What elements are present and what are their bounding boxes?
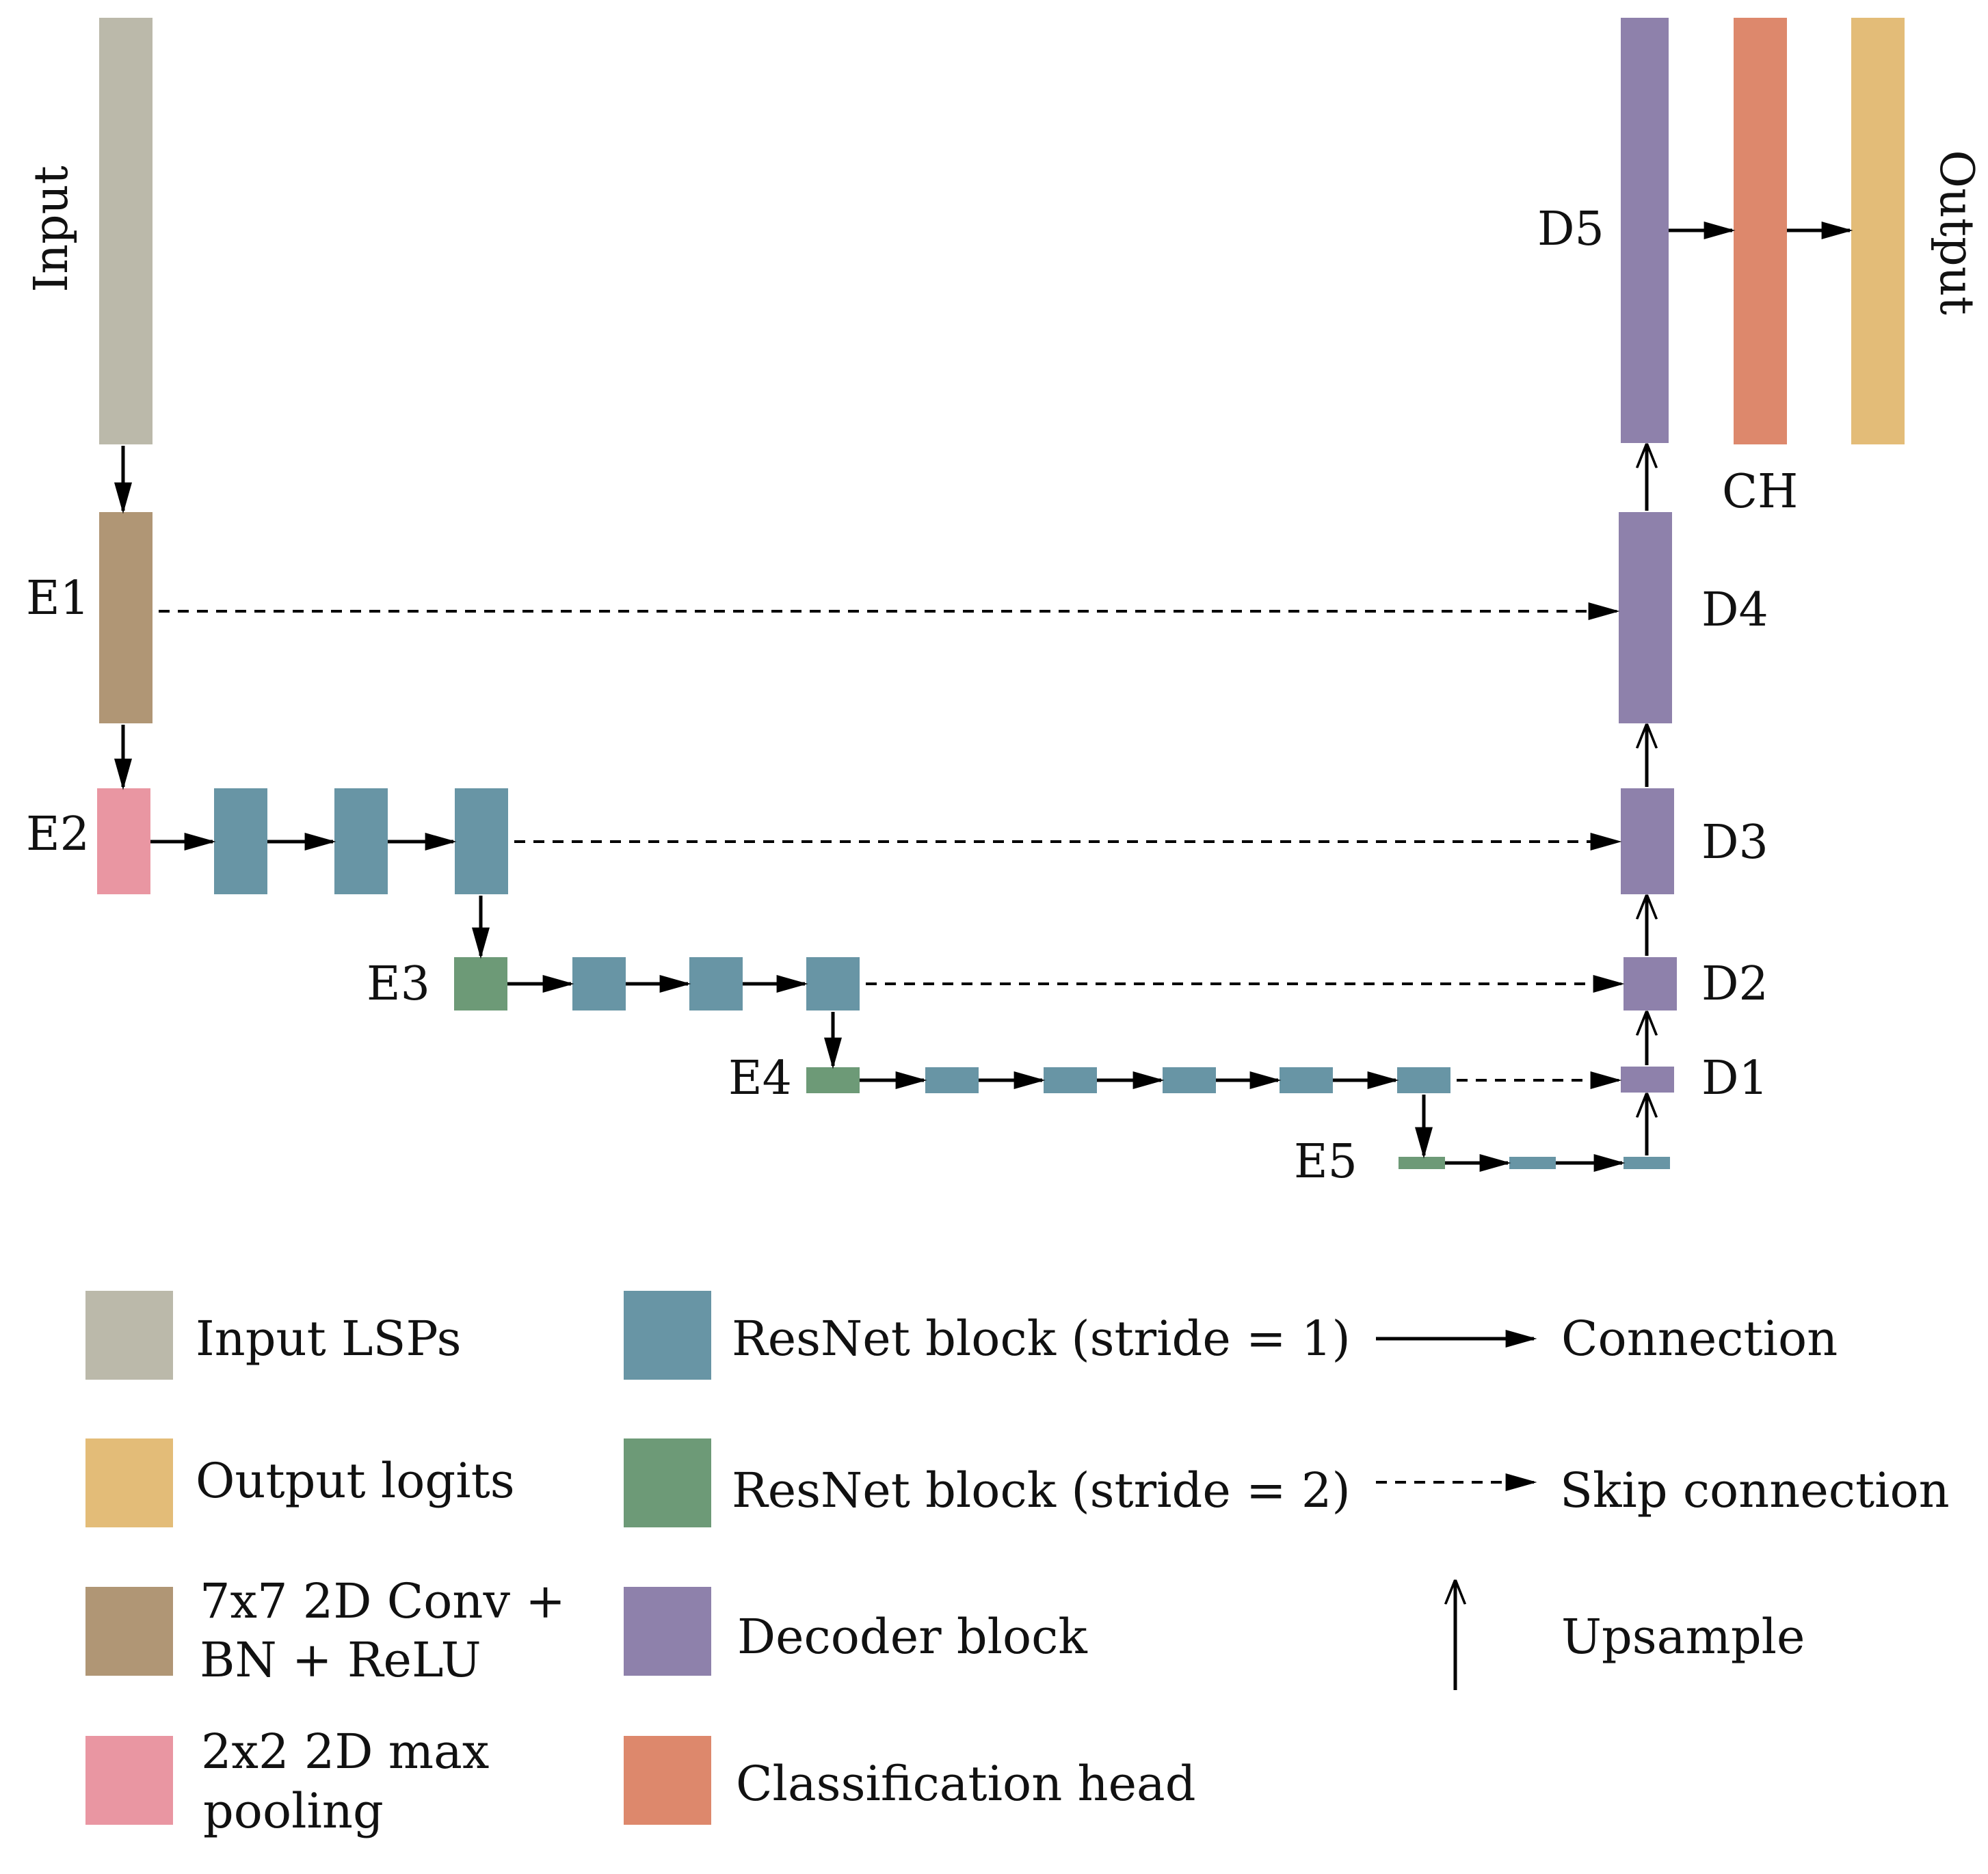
legend-label-conv-line2: BN + ReLU xyxy=(200,1632,481,1688)
d1-label: D1 xyxy=(1701,1052,1768,1106)
output-block xyxy=(1851,18,1905,444)
ch-label: CH xyxy=(1722,465,1798,519)
d4-decoder-block xyxy=(1619,512,1672,723)
e2-resnet-block-1 xyxy=(214,788,267,894)
input-label: Input xyxy=(25,165,79,292)
legend-label-pool-line1: 2x2 2D max xyxy=(201,1724,489,1780)
e4-resnet-block-4 xyxy=(1280,1067,1333,1093)
e4-resnet-s2-block xyxy=(806,1067,860,1093)
legend-label-output-logits: Output logits xyxy=(196,1453,515,1509)
legend-swatch-output xyxy=(85,1438,173,1527)
legend-label-resnet-s1: ResNet block (stride = 1) xyxy=(732,1311,1351,1367)
legend-swatch-conv xyxy=(85,1587,173,1676)
d3-decoder-block xyxy=(1621,788,1674,894)
e2-label: E2 xyxy=(26,807,90,861)
e2-resnet-block-3 xyxy=(455,788,508,894)
d1-decoder-block xyxy=(1621,1067,1674,1093)
legend-swatch-resnet-s2 xyxy=(624,1438,711,1527)
legend-swatch-input xyxy=(85,1291,173,1380)
e2-resnet-block-2 xyxy=(334,788,388,894)
d2-decoder-block xyxy=(1623,957,1677,1010)
e2-pool-block xyxy=(97,788,150,894)
e3-resnet-block-2 xyxy=(689,957,743,1010)
e5-resnet-s2-block xyxy=(1399,1157,1445,1169)
legend-label-resnet-s2: ResNet block (stride = 2) xyxy=(732,1462,1351,1518)
legend-swatch-resnet-s1 xyxy=(624,1291,711,1380)
d4-label: D4 xyxy=(1701,583,1768,637)
e4-resnet-block-5 xyxy=(1397,1067,1450,1093)
legend-label-connection: Connection xyxy=(1561,1311,1838,1367)
legend-label-conv-line1: 7x7 2D Conv + xyxy=(200,1573,566,1629)
legend-label-upsample: Upsample xyxy=(1561,1609,1805,1665)
e4-label: E4 xyxy=(728,1052,792,1106)
legend-label-classification-head: Classification head xyxy=(736,1756,1196,1812)
e1-label: E1 xyxy=(26,572,90,626)
e4-resnet-block-2 xyxy=(1044,1067,1097,1093)
d5-decoder-block xyxy=(1621,18,1669,443)
e5-resnet-block-1 xyxy=(1509,1157,1556,1169)
e5-label: E5 xyxy=(1294,1135,1357,1189)
legend-label-skip-connection: Skip connection xyxy=(1560,1462,1950,1518)
legend: Input LSPs Output logits 7x7 2D Conv + B… xyxy=(85,1291,1950,1839)
e3-resnet-s2-block xyxy=(454,957,507,1010)
e4-resnet-block-1 xyxy=(925,1067,979,1093)
e3-label: E3 xyxy=(367,957,430,1011)
legend-swatch-head xyxy=(624,1736,711,1825)
legend-label-pool-line2: pooling xyxy=(203,1783,384,1839)
e1-conv-block xyxy=(99,512,153,723)
d2-label: D2 xyxy=(1701,957,1768,1011)
e3-resnet-block-3 xyxy=(806,957,860,1010)
legend-label-input-lsps: Input LSPs xyxy=(196,1311,462,1367)
legend-swatch-decoder xyxy=(624,1587,711,1676)
legend-label-decoder: Decoder block xyxy=(737,1609,1087,1665)
d3-label: D3 xyxy=(1701,816,1768,870)
d5-label: D5 xyxy=(1537,202,1604,256)
ch-classification-head-block xyxy=(1734,18,1787,444)
output-label: Output xyxy=(1929,150,1983,315)
e3-resnet-block-1 xyxy=(572,957,626,1010)
legend-swatch-pool xyxy=(85,1736,173,1825)
e4-resnet-block-3 xyxy=(1163,1067,1216,1093)
e5-resnet-block-2 xyxy=(1623,1157,1670,1169)
input-block xyxy=(99,18,153,444)
